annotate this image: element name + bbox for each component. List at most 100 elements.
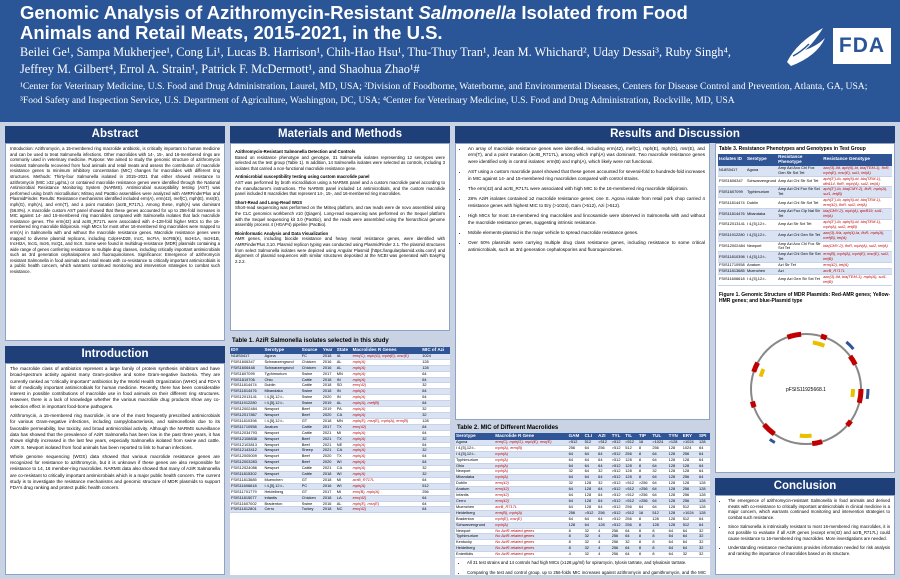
cell: erm(42) bbox=[494, 498, 568, 505]
cell: 64 bbox=[597, 463, 611, 470]
cell: 512 bbox=[421, 483, 450, 490]
cell: 4 bbox=[597, 539, 611, 547]
bullet-list: The emergence of azithromycin-resistant … bbox=[720, 498, 890, 556]
cell: I 4,[5],12:i:- bbox=[263, 418, 301, 425]
cell: 64 bbox=[624, 545, 638, 553]
cell: mph(A) bbox=[494, 457, 568, 464]
cell: 1024 bbox=[681, 445, 699, 452]
bullet: Since Salmonella is intrinsically resist… bbox=[728, 524, 890, 541]
cell: >256 bbox=[637, 498, 652, 505]
cell: Newport bbox=[263, 453, 301, 461]
cell: Dublin bbox=[263, 383, 301, 390]
cell: >512 bbox=[610, 510, 625, 517]
row: FSIS12013141 I 4,[5],12:i:- Swine 2020 IN mph… bbox=[230, 394, 450, 402]
cell: 2018 bbox=[321, 477, 336, 484]
cell: FSIS11813685 bbox=[718, 268, 746, 275]
cell: 64 bbox=[624, 528, 638, 535]
cell: mph(A) bbox=[494, 474, 568, 482]
cell: 64 bbox=[681, 545, 699, 553]
cell: 64 bbox=[651, 480, 668, 488]
cell: 64 bbox=[421, 442, 450, 449]
plasmid-label: pFSIS11925668.1 bbox=[786, 387, 826, 393]
cell: 32 bbox=[681, 551, 699, 559]
row: FSIS12024086 Newport Cattle 2021 CA mph(A) 32 bbox=[230, 465, 450, 473]
cell: AL bbox=[335, 359, 352, 366]
cell: FSIS11606618 bbox=[230, 483, 264, 490]
cell: 2018 bbox=[321, 383, 336, 390]
cell: 2020 bbox=[321, 394, 336, 402]
cell: erm(C), mph(G), mph(E), msr(E) bbox=[351, 353, 422, 360]
cell: >256 bbox=[637, 486, 652, 494]
cell: Mbandaka bbox=[263, 388, 301, 396]
cell: 64 bbox=[651, 474, 668, 482]
cell: 64 bbox=[597, 474, 611, 482]
cell: >512 bbox=[567, 439, 584, 446]
cell: 128 bbox=[651, 516, 668, 523]
cell: No AziR-related genes bbox=[494, 545, 568, 553]
cell: >512 bbox=[610, 492, 625, 499]
cell: Amp Azi Chl Str Sxt Tet bbox=[777, 176, 823, 188]
cell: 64 bbox=[567, 498, 584, 505]
cell: 64 bbox=[698, 451, 710, 458]
cell: FSIS12005009 bbox=[230, 453, 264, 461]
row: FSIS11701779HeidelbergAmp Azi Str Teterm… bbox=[718, 285, 892, 286]
cell: erm(C), mph(G), mph(E), msr(E) bbox=[494, 439, 568, 446]
row: FSIS12005009 Newport Beef 2020 TX mph(A) 64 bbox=[230, 453, 450, 461]
row: I 4,[5],12:i:- mph(A), erm(B) 256 64 256 >512… bbox=[455, 445, 710, 452]
cell: mph(A) bbox=[351, 465, 422, 473]
row: FSIS1819706 Ohio Cattle 2018 IN mph(A) 64 bbox=[230, 377, 450, 384]
table-notes: All 31 test strains and 14 controls had … bbox=[455, 558, 710, 575]
cell: Swine bbox=[300, 501, 322, 508]
cell: FSIS12017867 bbox=[230, 412, 264, 419]
row: FSIS11810398 I 4,[5],12:i:- Amp Azi Chl Ge… bbox=[718, 251, 892, 264]
cell: LA bbox=[335, 495, 352, 502]
cell: 2020 bbox=[321, 412, 336, 419]
cell: 2018 bbox=[321, 507, 336, 514]
cell: Agona bbox=[263, 353, 301, 360]
cell: N18S0417 bbox=[230, 353, 264, 360]
cell: aac(3)-IVa, aph(4)-Ia, floR, mph(A), mef… bbox=[822, 230, 892, 242]
section-header: Abstract bbox=[5, 126, 225, 143]
cell: 8 bbox=[567, 539, 584, 547]
column-header: SPI bbox=[698, 433, 710, 440]
cell: FSIS1606448 bbox=[230, 365, 264, 372]
row: Typhimurium No AziR-related genes 8 32 4 256 6… bbox=[455, 533, 710, 541]
cell: N18S0417 bbox=[718, 165, 746, 177]
cell: mph(A) bbox=[351, 388, 422, 396]
cell: 64 bbox=[698, 463, 710, 470]
cell: 128 bbox=[681, 463, 699, 470]
cell: 128 bbox=[667, 445, 682, 452]
row: Muenchen acrB_R717L 64 128 64 >512 256 64 64 128 5… bbox=[455, 504, 710, 511]
method-title: Bioinformatic Analysis and Data Visualiz… bbox=[235, 230, 329, 236]
cell: 256 bbox=[610, 533, 625, 541]
row: N18S0417 Agona FC 2018 IA erm(C), mph(G), mph… bbox=[230, 353, 450, 360]
cell: AL bbox=[335, 365, 352, 372]
cell: 16 bbox=[637, 439, 652, 446]
cell: FSIS11606618 bbox=[718, 274, 746, 286]
cell: Chicken bbox=[300, 495, 322, 502]
column-header: Resistance Genotype bbox=[822, 154, 892, 166]
cell: Newport bbox=[455, 528, 495, 535]
cell: I 4,[5],12:i:- bbox=[745, 251, 778, 264]
cell: IN bbox=[335, 394, 352, 402]
bullet: High MICs for most 16-membered ring macr… bbox=[468, 213, 705, 226]
cell: mph(A) bbox=[494, 451, 568, 458]
cell: 32 bbox=[421, 436, 450, 443]
cell: FSIS11912280 bbox=[718, 230, 746, 242]
cell: 64 bbox=[421, 507, 450, 514]
bullet: 28% AziR isolates contained ≥2 macrolide… bbox=[468, 196, 705, 209]
cell: 128 bbox=[667, 480, 682, 488]
cell: 128 bbox=[698, 486, 710, 494]
cell: 2016 bbox=[321, 483, 336, 490]
cell: 64 bbox=[651, 463, 668, 470]
cell: Amp Azi Str Tet bbox=[777, 285, 823, 286]
column-header: TYN bbox=[667, 433, 682, 440]
cell: erm(B), mph(A) bbox=[494, 510, 568, 517]
cell: 64 bbox=[567, 516, 584, 523]
affiliations: ¹Center for Veterinary Medicine, U.S. Fo… bbox=[20, 81, 868, 106]
cell: Enteritidis bbox=[455, 551, 495, 559]
cell: 64 bbox=[651, 492, 668, 499]
cell: 256 bbox=[597, 445, 611, 452]
cell: 64 bbox=[667, 545, 682, 553]
row: FSIS12103813 Newport Beef 2021 NE mph(A) 64 bbox=[230, 442, 450, 449]
